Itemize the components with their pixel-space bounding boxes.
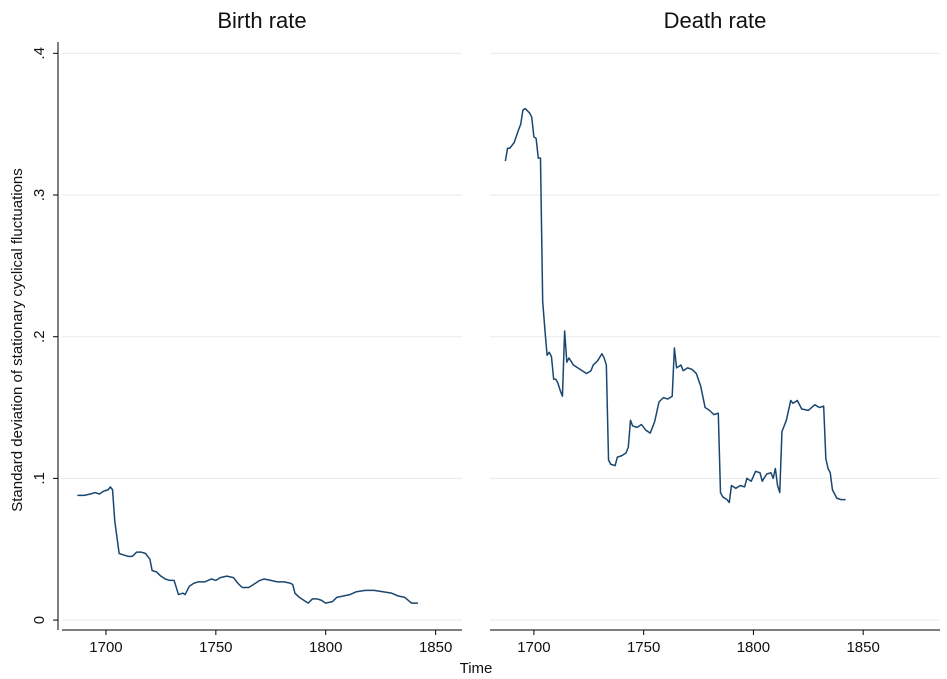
panel-title: Birth rate <box>217 8 306 33</box>
x-axis-label: Time <box>460 660 493 677</box>
y-tick-label: .2 <box>31 330 48 343</box>
y-tick-label: 0 <box>31 616 48 624</box>
panel-title: Death rate <box>664 8 767 33</box>
x-tick-label: 1850 <box>846 639 879 656</box>
x-tick-label: 1800 <box>737 639 770 656</box>
y-tick-label: .3 <box>31 189 48 202</box>
y-axis-label: Standard deviation of stationary cyclica… <box>9 168 26 512</box>
y-tick-label: .4 <box>31 47 48 60</box>
x-tick-label: 1750 <box>199 639 232 656</box>
x-tick-label: 1850 <box>419 639 452 656</box>
data-line <box>504 107 846 504</box>
x-tick-label: 1700 <box>517 639 550 656</box>
data-line <box>77 486 419 604</box>
x-tick-label: 1800 <box>309 639 342 656</box>
x-tick-label: 1750 <box>627 639 660 656</box>
x-tick-label: 1700 <box>89 639 122 656</box>
y-tick-label: .1 <box>31 472 48 485</box>
